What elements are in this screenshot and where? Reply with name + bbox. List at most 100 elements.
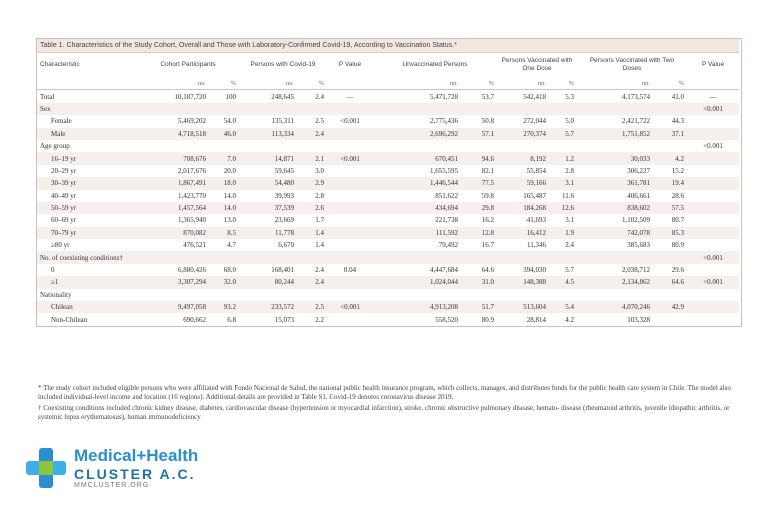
cell: 57.5: [653, 201, 687, 215]
cell: 55,854: [526, 166, 546, 175]
table-row: 16–19 yr 708,676 7.0 14,871 2.1 <0.001 670,451…: [37, 152, 740, 165]
p-value: [327, 140, 373, 152]
cell: 2.8: [565, 166, 574, 175]
cell: 12.8: [461, 226, 497, 240]
subheader-blank: [687, 77, 740, 91]
cell: 5.7: [549, 127, 577, 140]
p-value: [327, 165, 373, 177]
cell: [297, 251, 327, 264]
footnote: * The study cohort included eligible per…: [38, 384, 731, 401]
logo-icon: [26, 448, 66, 488]
cell: [239, 140, 297, 152]
p-value: [327, 127, 373, 140]
cell: 708,676: [137, 152, 209, 165]
p-value: [687, 115, 739, 127]
cell: 394,030: [523, 266, 546, 275]
p-value: <0.001: [340, 117, 360, 126]
cell: 233,572: [239, 301, 297, 314]
cell: [577, 251, 653, 264]
p-value: [327, 239, 373, 251]
cell: 111,592: [373, 226, 461, 240]
cell: 4,718,518: [137, 127, 209, 140]
row-label: 0: [51, 266, 55, 275]
cell: 2,017,676: [178, 166, 206, 175]
cell: 57.1: [461, 127, 497, 140]
subheader: %: [549, 77, 577, 91]
cell: 93.2: [209, 301, 239, 314]
cell: 4,913,208: [373, 301, 461, 314]
cell: 28.6: [671, 191, 684, 200]
cell: 29.6: [671, 266, 684, 275]
table-row: Total 10,187,720 100 248,645 2.4 — 5,471,728 53…: [37, 90, 739, 103]
cell: [239, 289, 297, 301]
cell: 2.5: [315, 117, 324, 126]
cell: [653, 140, 687, 152]
cell: 113,334: [239, 127, 297, 140]
p-value: [687, 177, 740, 190]
row-label: 40–49 yr: [51, 191, 77, 200]
cell: 20.0: [223, 166, 236, 175]
logo: Medical+Health CLUSTER A.C. MMCLUSTER.OR…: [24, 444, 224, 492]
cell: 7.0: [209, 152, 239, 165]
column-group-header: Persons Vaccinated with One Dose: [501, 57, 573, 72]
cell: 513,604: [497, 301, 549, 314]
p-value: [327, 313, 373, 325]
cell: [577, 102, 653, 116]
cell: 1,655,595: [430, 166, 458, 175]
cell: 39,993: [274, 191, 294, 200]
footnotes: * The study cohort included eligible per…: [38, 384, 738, 424]
cell: 80,244: [239, 276, 297, 289]
cell: 542,418: [523, 92, 546, 101]
cell: [137, 251, 209, 264]
table-sheet: Table 1. Characteristics of the Study Co…: [36, 38, 742, 327]
cell: 1,423,770: [178, 191, 206, 200]
cell: 16.7: [481, 241, 494, 250]
table-row: Age group <0.001: [37, 140, 739, 152]
cell: 59,645: [274, 166, 294, 175]
cell: 53.7: [481, 92, 494, 101]
p-value: [327, 289, 373, 301]
column-group-header: Persons with Covid-19: [250, 61, 316, 68]
cell: [461, 251, 497, 264]
subheader: %: [297, 77, 327, 91]
cell: 5.3: [565, 92, 574, 101]
p-value: [687, 289, 739, 301]
cell: 4.5: [549, 276, 577, 289]
p-value: [687, 127, 740, 140]
cell: 3,307,294: [137, 276, 209, 289]
cell: 870,082: [137, 226, 209, 240]
cell: 50.8: [481, 117, 494, 126]
subheader: no.: [239, 77, 297, 91]
p-value: [327, 276, 373, 289]
cell: [653, 102, 687, 116]
cell: 2.9: [297, 177, 327, 190]
cell: 5,469,202: [178, 117, 206, 126]
cell: 1.9: [549, 226, 577, 240]
cell: 272,044: [523, 117, 546, 126]
cell: [497, 289, 549, 301]
p-value: [687, 226, 740, 240]
row-label: 60–69 yr: [51, 216, 77, 225]
cell: 54,480: [239, 177, 297, 190]
cell: 2.4: [315, 92, 324, 101]
row-label: Male: [37, 127, 137, 140]
subheader-blank: [37, 77, 137, 91]
cell: 1.2: [549, 152, 577, 165]
table-row: ≥1 3,307,294 32.0 80,244 2.4 1,024,044 31.0 148…: [37, 276, 740, 289]
cell: [497, 140, 549, 152]
cell: 1,867,491: [137, 177, 209, 190]
cell: 4.2: [565, 315, 574, 324]
cell: 19.4: [653, 177, 687, 190]
row-label: Nationality: [40, 290, 72, 299]
cell: 742,078: [577, 226, 653, 240]
cell: 12.6: [549, 201, 577, 215]
cell: 168,401: [271, 266, 294, 275]
row-label: 30–39 yr: [37, 177, 137, 190]
row-label: Chilean: [37, 301, 137, 314]
cell: 14.0: [223, 191, 236, 200]
cell: 16.2: [481, 216, 494, 225]
cell: 1.4: [297, 226, 327, 240]
cell: 1.7: [315, 216, 324, 225]
cell: 4,173,574: [622, 92, 650, 101]
